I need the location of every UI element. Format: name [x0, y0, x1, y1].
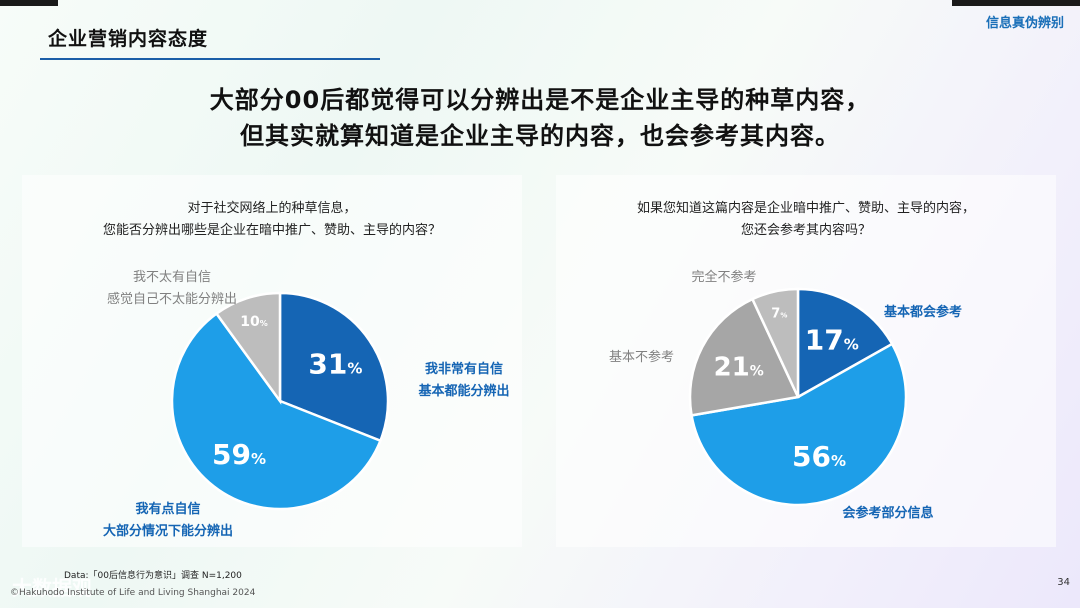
- pie-slice: [688, 297, 800, 417]
- pie-slice: [170, 311, 383, 511]
- left-chart-question-line-1: 对于社交网络上的种草信息，: [187, 201, 357, 216]
- pie-slice: [214, 291, 282, 405]
- section-title: 企业营销内容态度: [48, 28, 209, 50]
- slice-category-label: 感觉自己不太能分辨出: [107, 291, 237, 307]
- slice-category-label: 完全不参考: [691, 269, 756, 285]
- top-right-accent-bar: [952, 0, 1080, 6]
- slice-percent-label: 17%: [805, 323, 859, 356]
- right-chart-panel: 如果您知道这篇内容是企业暗中推广、赞助、主导的内容， 您还会参考其内容吗？ 17…: [556, 175, 1056, 547]
- data-source-note: Data:「00后信息行为意识」调查 N=1,200: [64, 571, 242, 581]
- copyright-notice: ©Hakuhodo Institute of Life and Living S…: [10, 588, 256, 598]
- right-pie-chart: 17% 基本都会参考 56% 会参考部分信息 21% 基本不参考 7% 完全不参考: [609, 269, 962, 521]
- pie-slice: [278, 291, 390, 443]
- left-chart-question: 对于社交网络上的种草信息， 您能否分辨出哪些是企业在暗中推广、赞助、主导的内容？: [22, 198, 522, 242]
- right-chart-question: 如果您知道这篇内容是企业暗中推广、赞助、主导的内容， 您还会参考其内容吗？: [556, 198, 1056, 242]
- right-chart-question-line-1: 如果您知道这篇内容是企业暗中推广、赞助、主导的内容，: [636, 201, 975, 216]
- topic-tag: 信息真伪辨别: [985, 16, 1064, 31]
- pie-slice: [796, 287, 894, 400]
- pie-slice: [750, 287, 800, 398]
- slice-category-label: 基本都会参考: [883, 304, 962, 320]
- slice-category-label: 我非常有自信: [425, 361, 503, 377]
- slice-category-label: 会参考部分信息: [842, 505, 933, 521]
- left-chart-panel: 对于社交网络上的种草信息， 您能否分辨出哪些是企业在暗中推广、赞助、主导的内容？…: [22, 175, 522, 547]
- headline-line-2: 但其实就算知道是企业主导的内容，也会参考其内容。: [240, 122, 840, 150]
- watermark: 大数据观: [12, 576, 92, 600]
- right-chart-question-line-2: 您还会参考其内容吗？: [740, 223, 871, 238]
- slice-category-label: 基本都能分辨出: [417, 383, 509, 399]
- pie-slice: [690, 342, 908, 507]
- headline: 大部分00后都觉得可以分辨出是不是企业主导的种草内容， 但其实就算知道是企业主导…: [0, 82, 1080, 154]
- slice-category-label: 我不太有自信: [133, 270, 211, 285]
- slice-percent-label: 10%: [240, 314, 268, 330]
- slice-category-label: 基本不参考: [609, 349, 674, 365]
- slice-category-label: 大部分情况下能分辨出: [103, 523, 233, 539]
- left-chart-question-line-2: 您能否分辨出哪些是企业在暗中推广、赞助、主导的内容？: [102, 223, 441, 238]
- headline-line-1: 大部分00后都觉得可以分辨出是不是企业主导的种草内容，: [209, 86, 871, 114]
- top-left-accent-bar: [0, 0, 58, 6]
- slice-category-label: 我有点自信: [135, 501, 200, 517]
- slice-percent-label: 59%: [212, 438, 266, 471]
- slice-percent-label: 31%: [308, 347, 362, 380]
- slice-percent-label: 21%: [714, 352, 764, 382]
- slice-percent-label: 56%: [792, 440, 846, 473]
- section-title-underline: [40, 58, 380, 60]
- page-number: 34: [1057, 577, 1070, 588]
- slice-percent-label: 7%: [771, 306, 787, 321]
